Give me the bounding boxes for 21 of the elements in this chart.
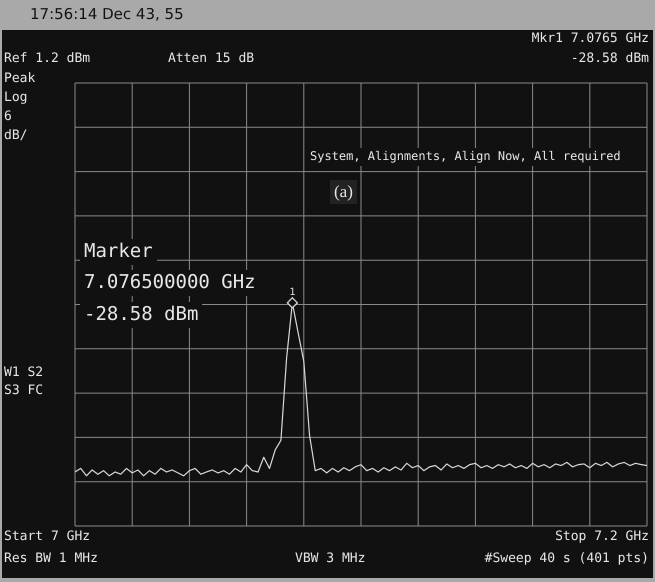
text: Stop 7.2 GHz — [555, 529, 649, 545]
text: System, Alignments, Align Now, All required — [306, 148, 625, 166]
text: VBW 3 MHz — [295, 551, 366, 567]
text: 7.076500000 GHz — [80, 270, 260, 296]
text: Res BW 1 MHz — [4, 551, 98, 567]
text: Start 7 GHz — [4, 529, 90, 545]
text: (a) — [330, 180, 357, 204]
text: Marker — [80, 239, 157, 265]
text: -28.58 dBm — [570, 51, 649, 67]
annotation: -28.58 dBm — [80, 302, 202, 328]
text: 17:56:14 Dec 43, 55 — [30, 5, 184, 24]
text: Atten 15 dB — [168, 51, 254, 67]
text: Peak — [4, 71, 36, 87]
text: dB/ — [4, 128, 28, 144]
text: 6 — [4, 109, 12, 125]
text: S3 FC — [4, 383, 44, 399]
text: Mkr1 7.0765 GHz — [532, 31, 649, 47]
text: W1 S2 — [4, 365, 44, 381]
text: #Sweep 40 s (401 pts) — [484, 551, 649, 567]
text: Ref 1.2 dBm — [4, 51, 90, 67]
text: Log — [4, 90, 28, 106]
